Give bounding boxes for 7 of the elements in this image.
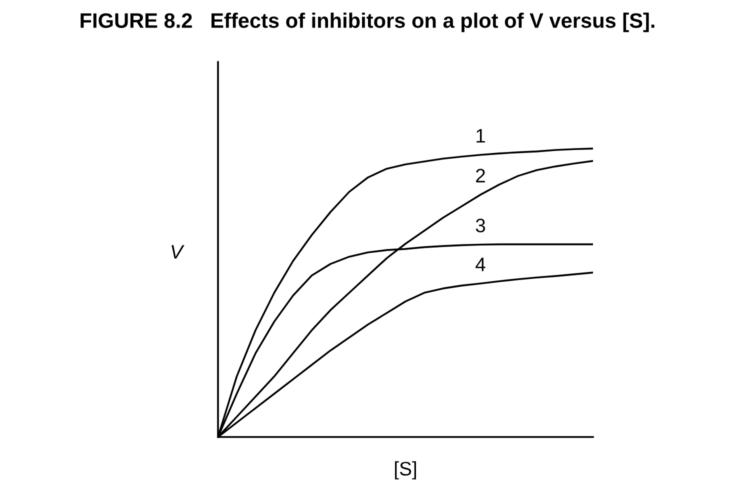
series-label: 2	[476, 168, 485, 182]
series-label: 1	[476, 129, 485, 143]
series-label: 3	[476, 218, 486, 232]
chart-title: FIGURE 8.2 Effects of inhibitors on a plot of V versus [S].	[80, 12, 654, 32]
y-axis-title: V	[172, 245, 184, 258]
x-axis-title: [S]	[395, 461, 416, 480]
series-label: 4	[476, 258, 486, 272]
